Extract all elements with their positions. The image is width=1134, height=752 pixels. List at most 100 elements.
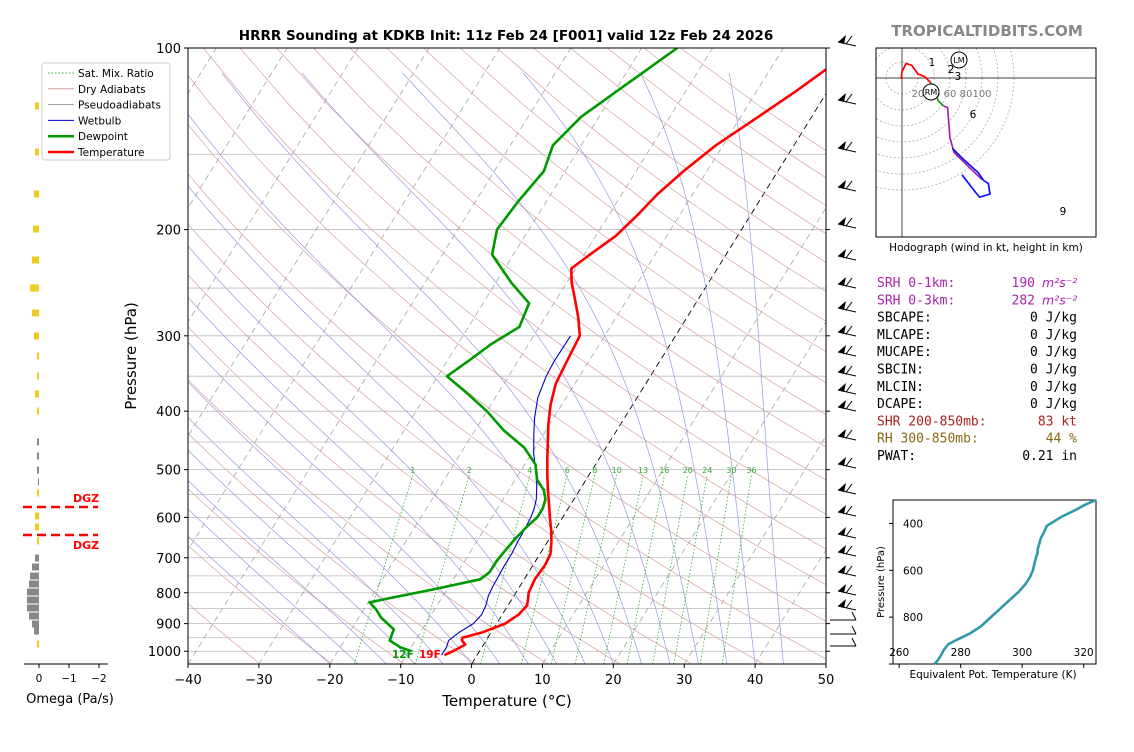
hodograph-height-label: 1	[929, 57, 936, 69]
mixing-ratio-label: 8	[592, 466, 597, 475]
mixing-ratio-label: 13	[638, 466, 648, 475]
index-label: PWAT:	[877, 449, 916, 464]
index-row: SHR 200-850mb:83 kt	[877, 414, 1077, 429]
y-tick-label: 800	[156, 587, 181, 602]
x-tick-label: 10	[534, 673, 551, 688]
omega-bar	[37, 453, 39, 460]
mixing-ratio-label: 1	[410, 466, 415, 475]
omega-bar	[30, 573, 39, 580]
omega-tick-label: 0	[36, 673, 43, 685]
mixing-ratio-label: 10	[612, 466, 622, 475]
mixing-ratio-label: 24	[702, 466, 712, 475]
x-tick-label: 40	[747, 673, 764, 688]
theta-e-x-tick-label: 300	[1012, 647, 1032, 659]
index-value: 0 J/kg	[1030, 328, 1077, 343]
legend-label: Pseudoadiabats	[78, 100, 161, 112]
watermark: TROPICALTIDBITS.COM	[891, 22, 1083, 40]
omega-bar	[32, 621, 39, 628]
omega-tick-label: −2	[91, 673, 106, 685]
omega-bar	[37, 641, 39, 648]
index-row: RH 300-850mb:44 %	[877, 432, 1077, 447]
index-value: 0.21 in	[1022, 449, 1077, 464]
omega-bar	[37, 467, 39, 474]
index-value: 0 J/kg	[1030, 363, 1077, 378]
index-value: 44 %	[1046, 432, 1077, 447]
index-unit: m²s⁻²	[1042, 275, 1077, 290]
omega-bar	[37, 439, 39, 446]
index-label: SRH 0-3km:	[877, 293, 955, 308]
index-label: DCAPE:	[877, 397, 924, 412]
mixing-ratio-label: 20	[683, 466, 693, 475]
omega-bar	[32, 564, 39, 571]
mixing-ratio-label: 36	[746, 466, 756, 475]
omega-bar	[37, 373, 39, 380]
storm-motion-label: RM	[925, 88, 938, 97]
omega-bar	[29, 581, 39, 588]
index-label: SBCIN:	[877, 363, 924, 378]
y-tick-label: 200	[156, 224, 181, 239]
x-tick-label: 20	[605, 673, 622, 688]
mixing-ratio-label: 6	[565, 466, 570, 475]
omega-bar	[29, 613, 39, 620]
index-label: SBCAPE:	[877, 311, 932, 326]
skewt-xlabel: Temperature (°C)	[441, 692, 571, 710]
x-tick-label: −10	[387, 673, 414, 688]
index-value: 0 J/kg	[1030, 380, 1077, 395]
omega-bar	[35, 524, 39, 531]
index-value: 0 J/kg	[1030, 397, 1077, 412]
mixing-ratio-label: 30	[726, 466, 736, 475]
x-tick-label: 0	[467, 673, 475, 688]
omega-bar	[37, 538, 39, 545]
dgz-bottom-label: DGZ	[73, 539, 99, 552]
index-value: 282	[1012, 293, 1035, 308]
hodograph-height-label: 9	[1060, 206, 1067, 218]
legend-label: Sat. Mix. Ratio	[78, 68, 154, 80]
hodograph-height-label: 3	[955, 71, 962, 83]
theta-e-xlabel: Equivalent Pot. Temperature (K)	[909, 669, 1076, 681]
y-tick-label: 500	[156, 464, 181, 479]
surface-temperature-label: 19F	[419, 649, 441, 661]
y-tick-label: 300	[156, 330, 181, 345]
index-label: MLCAPE:	[877, 328, 932, 343]
hodograph-ring-label: 20	[912, 89, 925, 100]
hodograph-caption: Hodograph (wind in kt, height in km)	[889, 242, 1083, 254]
legend-label: Wetbulb	[78, 115, 122, 127]
omega-bar	[35, 555, 39, 562]
theta-e-y-tick-label: 400	[903, 518, 923, 530]
y-tick-label: 400	[156, 405, 181, 420]
omega-bar	[35, 513, 39, 520]
theta-e-y-tick-label: 800	[903, 612, 923, 624]
y-tick-label: 1000	[148, 645, 181, 660]
x-tick-label: −20	[316, 673, 343, 688]
index-value: 190	[1012, 276, 1035, 291]
theta-e-x-tick-label: 280	[951, 647, 971, 659]
index-label: SRH 0-1km:	[877, 276, 955, 291]
omega-bar	[33, 226, 39, 233]
y-tick-label: 700	[156, 552, 181, 567]
index-value: 83 kt	[1038, 414, 1077, 429]
omega-bar	[34, 628, 39, 635]
legend-label: Dewpoint	[78, 131, 128, 143]
omega-bar	[35, 149, 39, 156]
omega-bar	[32, 310, 39, 317]
dgz-top-label: DGZ	[73, 492, 99, 505]
index-value: 0 J/kg	[1030, 345, 1077, 360]
omega-bar	[27, 589, 39, 596]
x-tick-label: 50	[818, 673, 835, 688]
omega-bar	[37, 408, 39, 415]
hodograph-height-label: 6	[970, 109, 977, 121]
index-value: 0 J/kg	[1030, 311, 1077, 326]
storm-motion-label: LM	[953, 56, 964, 65]
mixing-ratio-label: 4	[527, 466, 532, 475]
omega-bar	[37, 490, 39, 497]
omega-bar	[32, 257, 39, 264]
x-tick-label: −40	[174, 673, 201, 688]
legend-label: Temperature	[77, 147, 145, 159]
omega-bar	[35, 391, 39, 398]
omega-bar	[35, 103, 39, 110]
mixing-ratio-label: 2	[467, 466, 472, 475]
omega-bar	[27, 605, 39, 612]
omega-bar	[27, 597, 39, 604]
